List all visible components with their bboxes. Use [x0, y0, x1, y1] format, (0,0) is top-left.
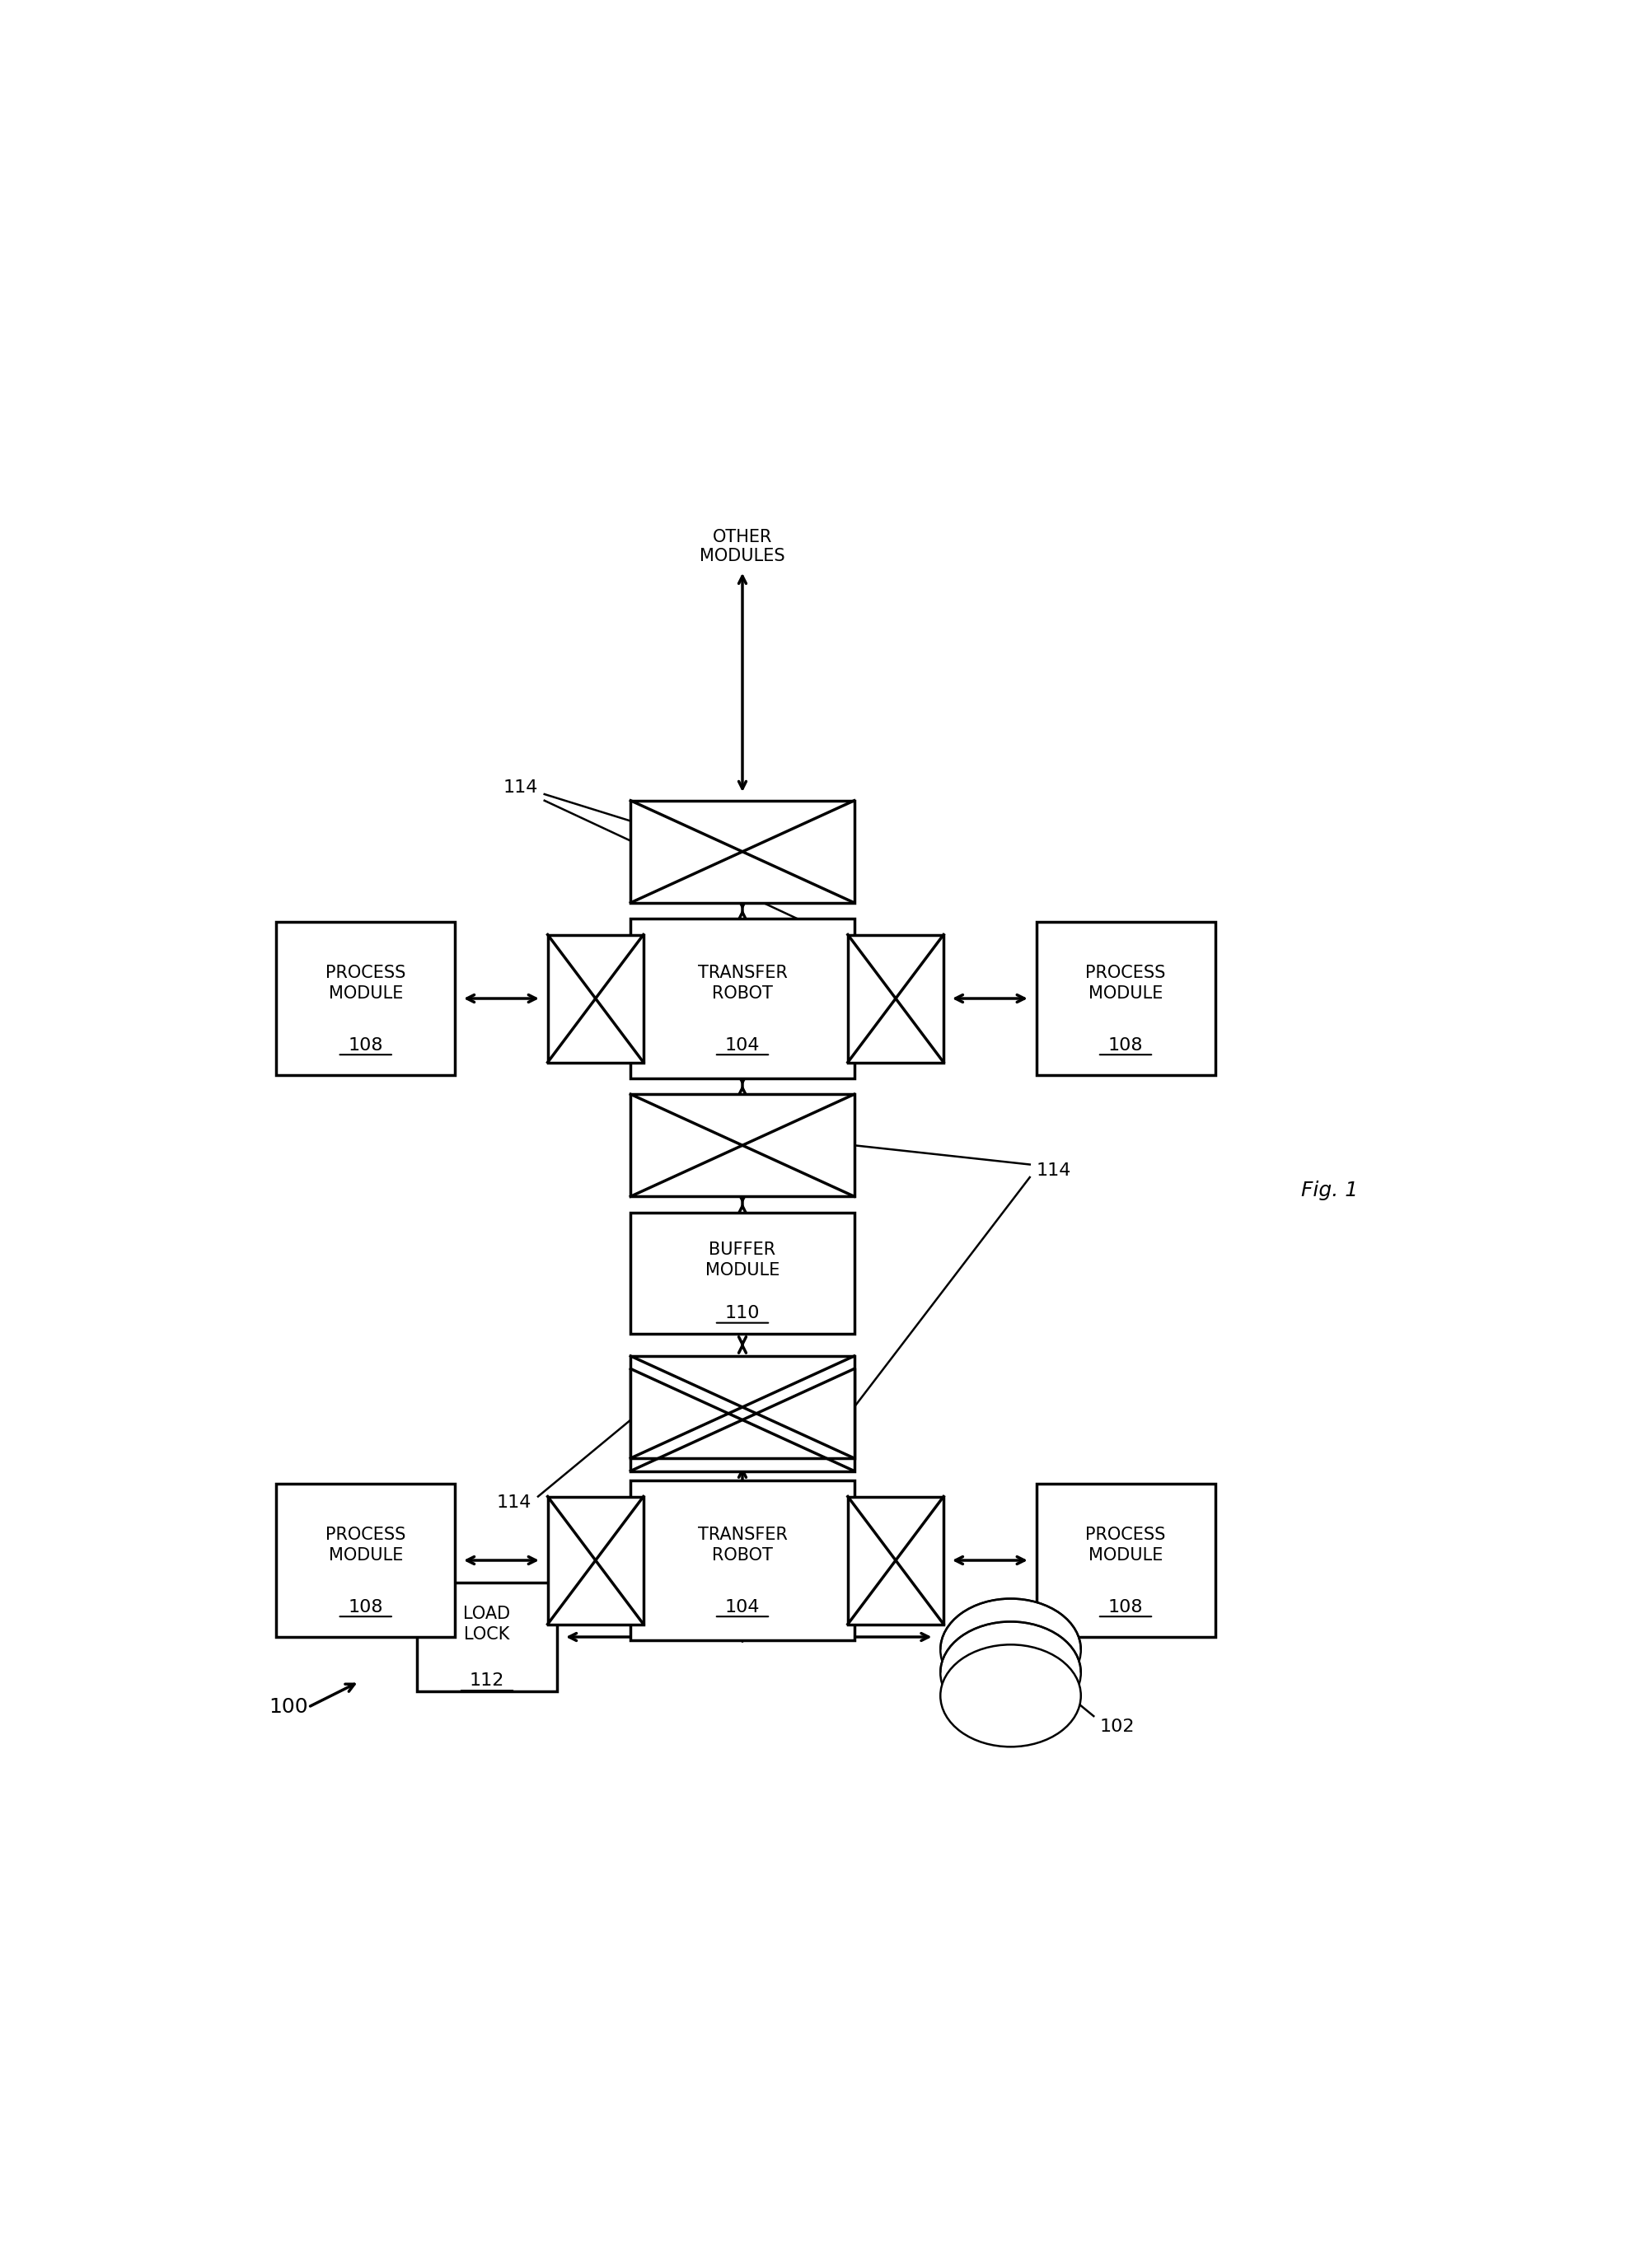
Text: LOAD
LOCK: LOAD LOCK: [463, 1606, 511, 1642]
Text: 108: 108: [348, 1599, 382, 1615]
Bar: [631, 919, 854, 1077]
Ellipse shape: [941, 1622, 1081, 1724]
Text: 108: 108: [1107, 1036, 1144, 1052]
Bar: [631, 1213, 854, 1334]
Text: OTHER
MODULES: OTHER MODULES: [700, 528, 784, 565]
Text: 114: 114: [1037, 1163, 1071, 1179]
Text: 110: 110: [725, 1304, 760, 1322]
Bar: [277, 921, 455, 1075]
Ellipse shape: [941, 1644, 1081, 1746]
Text: 100: 100: [269, 1696, 308, 1717]
Bar: [631, 1481, 854, 1640]
Text: PROCESS
MODULE: PROCESS MODULE: [1086, 964, 1165, 1002]
Text: BUFFER
MODULE: BUFFER MODULE: [705, 1243, 780, 1279]
Text: 114: 114: [503, 780, 537, 796]
Bar: [631, 1093, 854, 1198]
Bar: [1037, 921, 1215, 1075]
Text: 104: 104: [725, 1599, 760, 1615]
Bar: [631, 1370, 854, 1472]
Bar: [417, 1583, 557, 1692]
Bar: [547, 934, 643, 1061]
Text: 114: 114: [496, 1495, 532, 1510]
Text: TRANSFER
ROBOT: TRANSFER ROBOT: [697, 1526, 788, 1563]
Text: 104: 104: [725, 1036, 760, 1052]
Text: PROCESS
MODULE: PROCESS MODULE: [1086, 1526, 1165, 1563]
Text: 108: 108: [348, 1036, 382, 1052]
Bar: [847, 1497, 944, 1624]
Text: Fig. 1: Fig. 1: [1302, 1179, 1358, 1200]
Bar: [547, 1497, 643, 1624]
Bar: [847, 934, 944, 1061]
Text: PROCESS
MODULE: PROCESS MODULE: [326, 964, 405, 1002]
Text: 112: 112: [470, 1674, 504, 1690]
Bar: [631, 801, 854, 903]
Bar: [277, 1483, 455, 1637]
Text: PROCESS
MODULE: PROCESS MODULE: [326, 1526, 405, 1563]
Bar: [631, 1356, 854, 1458]
Text: 102: 102: [1101, 1719, 1135, 1735]
Ellipse shape: [941, 1599, 1081, 1701]
Bar: [1037, 1483, 1215, 1637]
Text: TRANSFER
ROBOT: TRANSFER ROBOT: [697, 964, 788, 1002]
Text: 108: 108: [1107, 1599, 1144, 1615]
